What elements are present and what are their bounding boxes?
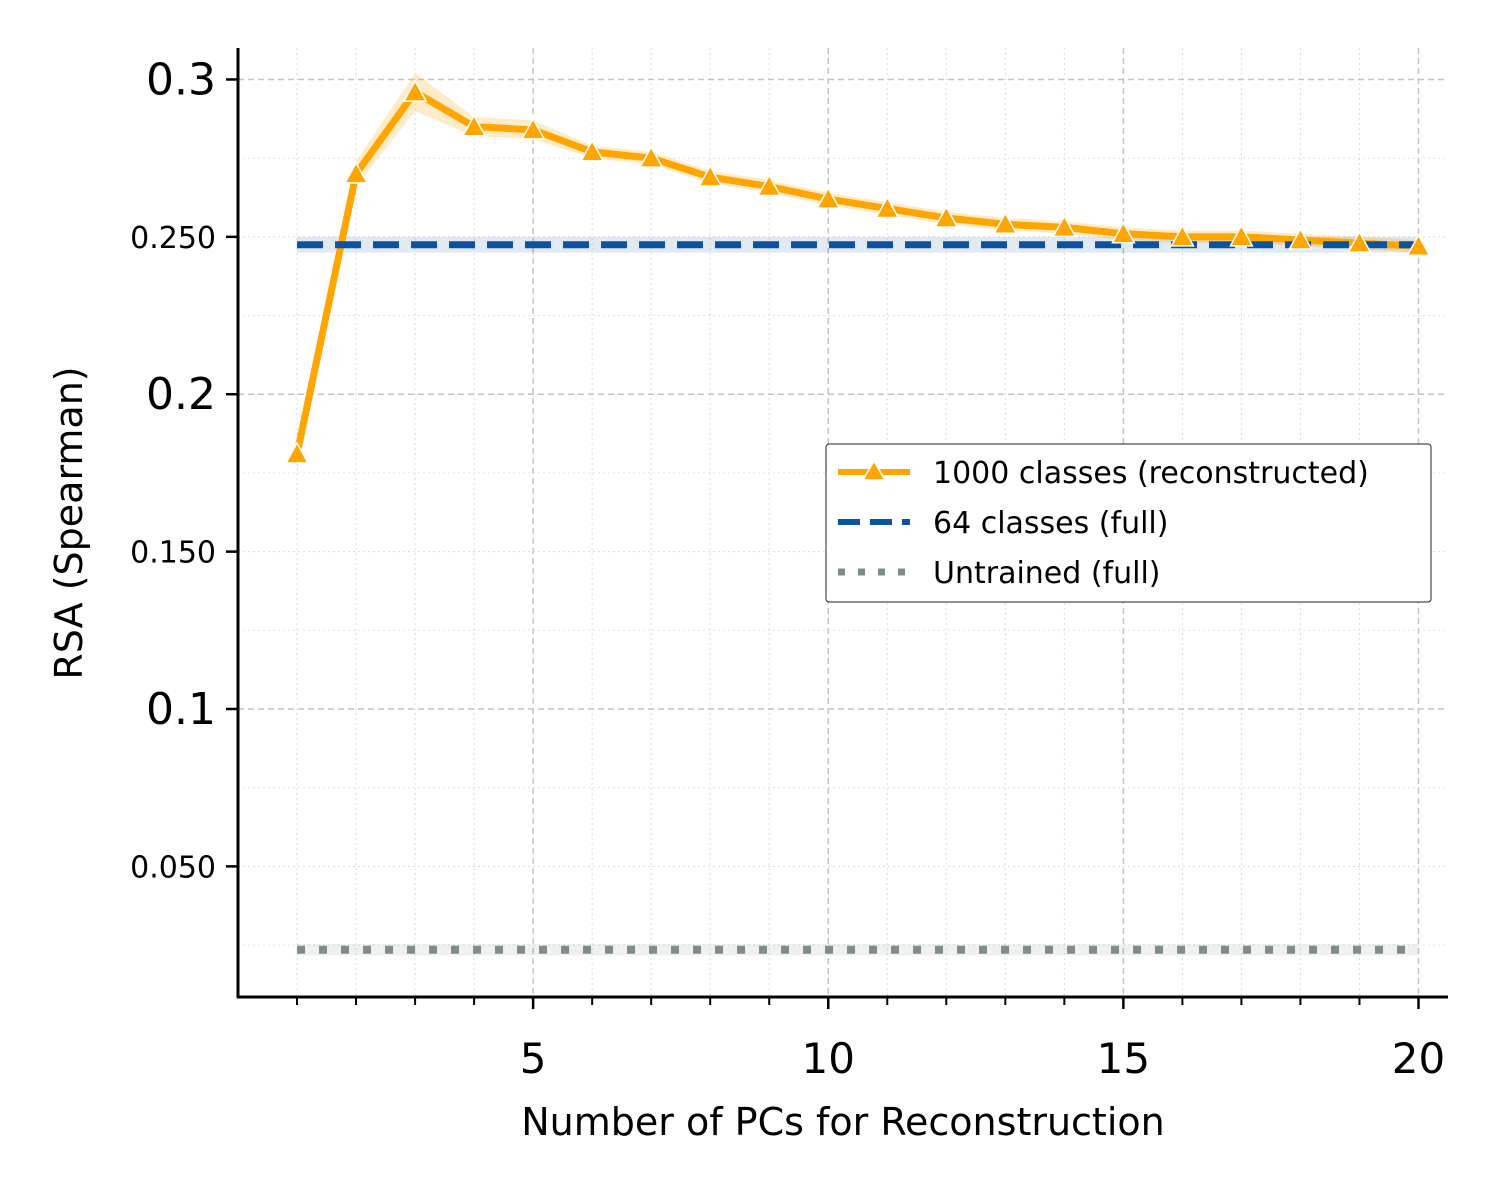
legend-item-1: 64 classes (full) (838, 506, 1168, 541)
y-axis-title: RSA (Spearman) (47, 366, 91, 679)
band-0 (297, 73, 1419, 473)
series-markers (284, 79, 1431, 464)
y-tick-label: 0.250 (130, 221, 216, 256)
data-point-marker (1052, 214, 1077, 238)
data-point-marker (638, 145, 664, 168)
data-point-marker (815, 186, 841, 209)
legend-label: Untrained (full) (933, 556, 1161, 591)
data-point-marker (343, 161, 369, 184)
y-tick-label: 0.150 (130, 536, 216, 571)
data-point-marker (1406, 233, 1431, 257)
legend-label: 1000 classes (reconstructed) (933, 456, 1369, 491)
data-point-marker (402, 79, 428, 102)
axes (236, 48, 1448, 999)
data-point-marker (1111, 221, 1136, 244)
legend-label: 64 classes (full) (933, 506, 1168, 541)
ticks: 5 10 15 20 0.050 0.1 0.150 0.2 0.250 0.3 (130, 54, 1445, 1083)
data-point-marker (756, 173, 782, 197)
data-point-marker (1288, 227, 1313, 250)
x-axis-title: Number of PCs for Reconstruction (521, 1100, 1164, 1144)
x-tick-label: 20 (1392, 1034, 1445, 1083)
legend: 1000 classes (reconstructed) 64 classes (… (825, 443, 1432, 603)
data-point-marker (284, 441, 310, 464)
x-tick-label: 15 (1097, 1034, 1150, 1083)
data-point-marker (1170, 224, 1195, 247)
x-tick-label: 10 (802, 1034, 855, 1083)
data-point-marker (520, 117, 546, 140)
data-point-marker (461, 114, 487, 137)
data-point-marker (1229, 224, 1254, 247)
legend-box (825, 443, 1432, 603)
data-point-marker (934, 205, 959, 228)
y-tick-label: 0.2 (146, 369, 216, 420)
data-point-marker (993, 211, 1018, 235)
legend-item-2: Untrained (full) (838, 556, 1161, 591)
x-tick-label: 5 (520, 1034, 547, 1083)
y-tick-label: 0.050 (130, 850, 216, 885)
data-point-marker (1347, 230, 1372, 253)
data-point-marker (874, 195, 900, 219)
data-point-marker (579, 139, 605, 162)
data-point-marker (697, 164, 723, 187)
legend-item-0: 1000 classes (reconstructed) (838, 456, 1369, 491)
y-tick-label: 0.3 (146, 54, 216, 105)
legend-swatch-marker (861, 459, 887, 481)
y-tick-label: 0.1 (146, 684, 216, 735)
series-line-0 (293, 88, 1419, 455)
band-1 (297, 236, 1419, 253)
